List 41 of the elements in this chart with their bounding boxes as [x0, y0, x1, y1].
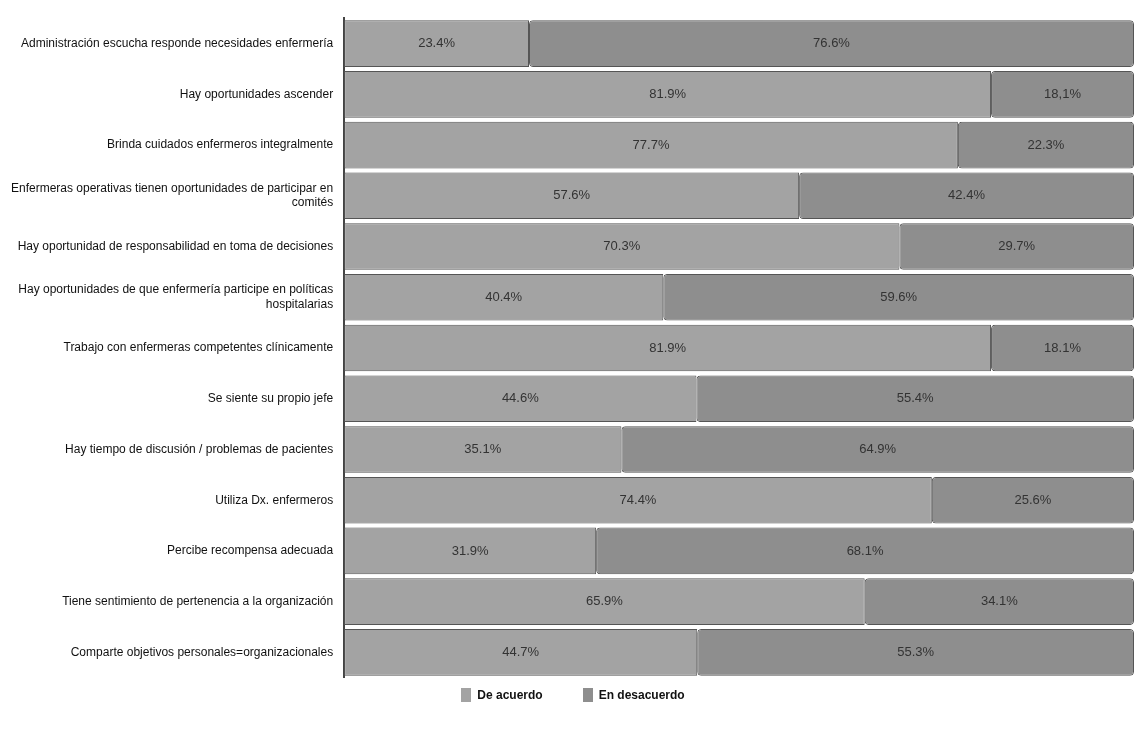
data-label: 57.6%	[553, 187, 591, 203]
data-label: 55.3%	[897, 644, 935, 660]
legend-label: De acuerdo	[477, 688, 543, 702]
data-label: 25.6%	[1014, 491, 1052, 507]
y-tick-label: Enfermeras operativas tienen oportunidades de participar en comités	[10, 180, 334, 210]
y-tick-label: Hay oportunidades ascender	[179, 86, 334, 101]
data-label: 55.4%	[896, 390, 935, 406]
data-label: 77.7%	[632, 136, 670, 152]
data-label: 35.1%	[464, 441, 502, 457]
data-label: 70.3%	[603, 238, 641, 254]
data-label: 74.4%	[619, 491, 657, 507]
data-label: 76.6%	[813, 35, 851, 51]
y-tick-label: Utiliza Dx. enfermeros	[215, 492, 334, 507]
y-tick-label: Hay oportunidad de responsabilidad en toma de decisiones	[17, 238, 334, 253]
data-label: 81.9%	[649, 85, 687, 101]
data-label: 64.9%	[859, 441, 897, 457]
data-label: 44.7%	[502, 644, 540, 660]
y-tick-label: Administración escucha responde necesidades enfermería	[21, 35, 334, 50]
y-tick-label: Trabajo con enfermeras competentes clínicamente	[63, 340, 334, 355]
data-label: 40.4%	[485, 288, 523, 304]
data-label: 65.9%	[586, 593, 624, 609]
data-label: 44.6%	[501, 390, 540, 406]
data-label: 18.1%	[1044, 339, 1082, 355]
data-label: 42.4%	[948, 187, 986, 203]
y-tick-label: Hay tiempo de discusión / problemas de pacientes	[65, 441, 334, 456]
data-label: 68.1%	[846, 542, 884, 558]
data-label: 23.4%	[418, 35, 456, 51]
data-label: 34.1%	[980, 593, 1019, 609]
data-label: 59.6%	[880, 288, 918, 304]
y-tick-label: Tiene sentimiento de pertenencia a la organización	[62, 594, 334, 608]
data-label: 29.7%	[998, 238, 1036, 254]
y-tick-label: Hay oportunidades de que enfermería participe en políticas hospitalarias	[18, 282, 334, 311]
data-label: 31.9%	[451, 542, 490, 558]
legend-label: En desacuerdo	[598, 688, 685, 702]
data-label: 18,1%	[1044, 85, 1082, 101]
y-tick-label: Comparte objetivos personales=organizacionales	[70, 644, 334, 659]
y-tick-label: Se siente su propio jefe	[207, 391, 334, 406]
data-label: 81.9%	[649, 339, 687, 355]
y-tick-label: Percibe recompensa adecuada	[167, 543, 334, 558]
y-tick-label: Brinda cuidados enfermeros integralmente	[107, 137, 334, 152]
data-label: 22.3%	[1027, 136, 1065, 152]
